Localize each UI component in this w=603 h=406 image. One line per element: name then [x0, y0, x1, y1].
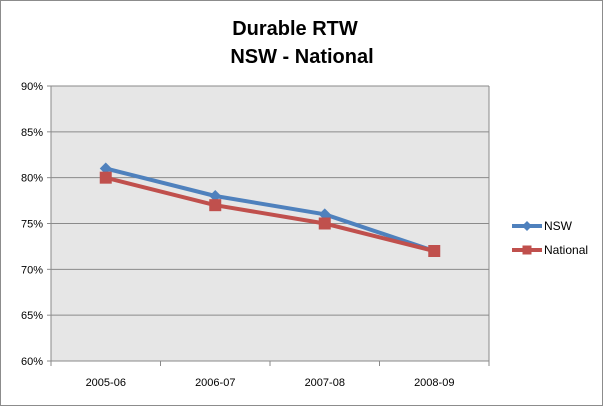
legend-label: NSW — [544, 219, 573, 233]
legend-marker — [522, 221, 532, 231]
series-line-national — [103, 175, 437, 253]
x-tick-label: 2008-09 — [414, 377, 454, 389]
series-layer — [99, 162, 441, 257]
x-tick-label: 2005-06 — [86, 377, 126, 389]
y-tick-label: 80% — [21, 173, 43, 185]
series-line-nsw — [103, 166, 437, 253]
series-national — [99, 171, 441, 257]
y-tick-label: 65% — [21, 310, 43, 322]
data-point-nsw — [99, 162, 112, 175]
data-point-nsw — [318, 208, 331, 221]
x-tick-label: 2006-07 — [195, 377, 235, 389]
y-tick-label: 70% — [21, 264, 43, 276]
data-point-national — [318, 217, 331, 230]
legend-marker — [522, 245, 532, 255]
y-tick-label: 60% — [21, 356, 43, 368]
legend-item-national: National — [512, 243, 588, 257]
data-point-national — [209, 199, 222, 212]
y-tick-label: 90% — [21, 81, 43, 93]
axes: 60% 65% 70% 75% 80% 85% 90% 2005-06 2006-07 2007-… — [21, 81, 490, 389]
y-tick-label: 75% — [21, 219, 43, 231]
legend-label: National — [544, 243, 588, 257]
chart-title-line-1: Durable RTW — [232, 18, 358, 40]
data-point-national — [428, 245, 441, 257]
legend: NSW National — [512, 219, 588, 257]
data-point-nsw — [209, 190, 222, 202]
x-tick-label: 2007-08 — [305, 377, 345, 389]
chart-title-line-2: NSW - National — [230, 46, 373, 68]
y-tick-label: 85% — [21, 127, 43, 139]
gridlines — [51, 85, 490, 361]
legend-item-nsw: NSW — [512, 219, 573, 233]
data-point-national — [99, 171, 112, 184]
